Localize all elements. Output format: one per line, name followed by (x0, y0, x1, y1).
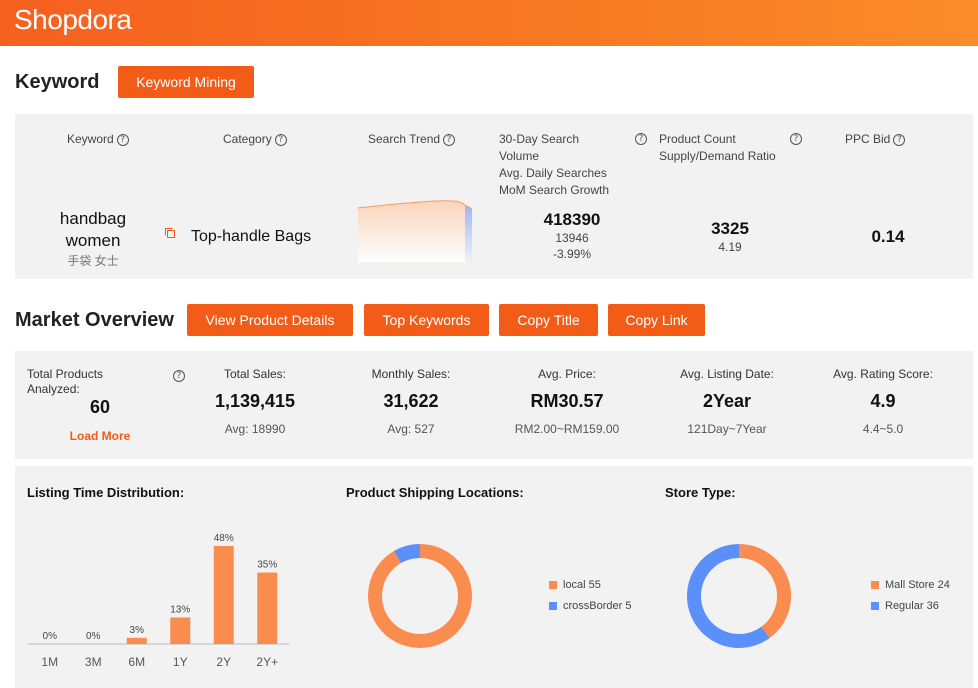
legend-item[interactable]: crossBorder 5 (549, 600, 631, 612)
stat-total-sales: Total Sales: 1,139,415 Avg: 18990 (214, 367, 296, 436)
bar-value-label: 3% (130, 625, 145, 636)
legend-item[interactable]: Mall Store 24 (871, 579, 950, 591)
legend-swatch (549, 602, 557, 610)
x-tick-label: 2Y (216, 655, 231, 669)
supply-demand-value: 4.19 (718, 240, 742, 254)
shipping-locations-chart-title: Product Shipping Locations: (346, 485, 524, 500)
listing-time-bar-chart: 0% 1M 0% 3M 3% 6M 13% 1Y 48% 2Y 35% 2Y+ (28, 533, 289, 669)
header-ppc-bid: PPC Bid? (845, 131, 906, 148)
header-keyword: Keyword? (67, 131, 129, 148)
charts-panel: Listing Time Distribution: Product Shipp… (15, 466, 973, 688)
load-more-link[interactable]: Load More (69, 429, 131, 443)
header-search-volume: 30-Day Search Volume Avg. Daily Searches… (499, 132, 610, 197)
copy-link-button[interactable]: Copy Link (608, 304, 705, 336)
legend-swatch (871, 581, 879, 589)
mom-growth-value: -3.99% (552, 247, 592, 261)
search-volume-value: 418390 (543, 210, 601, 229)
x-tick-label: 2Y+ (256, 655, 278, 669)
store-type-legend: Mall Store 24 Regular 36 (871, 579, 950, 621)
product-count-cell: 3325 4.19 (680, 219, 780, 255)
donut-slice-local[interactable] (368, 544, 472, 648)
product-count-value: 3325 (711, 219, 749, 238)
listing-time-chart-title: Listing Time Distribution: (27, 485, 185, 500)
legend-label: local 55 (563, 579, 601, 591)
market-overview-title: Market Overview (15, 309, 174, 331)
total-products-value: 60 (89, 397, 111, 417)
bar-value-label: 0% (43, 631, 58, 642)
bar[interactable] (257, 572, 278, 644)
shopdora-logo[interactable]: Shopdora (14, 4, 132, 35)
bar-value-label: 48% (214, 533, 234, 544)
legend-label: crossBorder 5 (563, 600, 632, 612)
header-search-trend: Search Trend? (368, 131, 456, 148)
help-icon[interactable]: ? (790, 133, 802, 145)
help-icon[interactable]: ? (173, 370, 185, 382)
view-product-details-button[interactable]: View Product Details (187, 304, 353, 336)
x-tick-label: 3M (85, 655, 102, 669)
legend-label: Mall Store 24 (885, 579, 950, 591)
stat-avg-listing-date: Avg. Listing Date: 2Year 121Day~7Year (680, 367, 774, 436)
keyword-mining-button[interactable]: Keyword Mining (118, 66, 254, 98)
category-value: Top-handle Bags (191, 228, 312, 245)
help-icon[interactable]: ? (893, 134, 906, 146)
search-volume-cell: 418390 13946 -3.99% (522, 210, 622, 262)
x-tick-label: 6M (128, 655, 145, 669)
x-tick-label: 1Y (173, 655, 188, 669)
bar[interactable] (170, 617, 191, 644)
legend-swatch (549, 581, 557, 589)
legend-label: Regular 36 (885, 600, 939, 612)
bar-value-label: 35% (257, 560, 277, 571)
keyword-cell: handbag women 手袋 女士 (43, 208, 143, 269)
legend-swatch (871, 602, 879, 610)
stat-monthly-sales: Monthly Sales: 31,622 Avg: 527 (371, 367, 451, 436)
shipping-locations-donut-chart (368, 544, 472, 648)
market-stats-panel: Total Products Analyzed: ? 60 Load More … (15, 351, 973, 459)
copy-title-button[interactable]: Copy Title (499, 304, 598, 336)
keyword-section-title: Keyword (15, 71, 100, 93)
store-type-donut-chart (687, 544, 791, 648)
stat-avg-rating: Avg. Rating Score: 4.9 4.4~5.0 (833, 367, 933, 436)
ppc-bid-value: 0.14 (871, 227, 905, 246)
shipping-locations-legend: local 55 crossBorder 5 (549, 579, 631, 621)
donut-slice-regular[interactable] (687, 544, 770, 648)
store-type-chart-title: Store Type: (665, 485, 736, 500)
legend-item[interactable]: local 55 (549, 579, 631, 591)
help-icon[interactable]: ? (274, 134, 287, 146)
donut-slice-crossborder[interactable] (394, 544, 421, 564)
avg-daily-searches-value: 13946 (555, 231, 589, 245)
donut-slice-mall-store[interactable] (738, 544, 791, 639)
keyword-text[interactable]: handbag (59, 209, 127, 228)
bar[interactable] (126, 637, 147, 644)
keyword-translation: 手袋 女士 (67, 254, 119, 268)
header-category: Category? (223, 131, 287, 148)
top-header-bar: Shopdora (0, 0, 978, 46)
x-tick-label: 1M (41, 655, 58, 669)
keyword-panel: Keyword? Category? Search Trend? 30-Day … (15, 114, 973, 279)
bar-value-label: 13% (170, 604, 190, 615)
keyword-text-line2[interactable]: women (65, 231, 121, 250)
total-products-label: Total Products Analyzed: (27, 367, 104, 396)
help-icon[interactable]: ? (116, 134, 129, 146)
ppc-bid-cell: 0.14 (838, 227, 938, 247)
stat-avg-price: Avg. Price: RM30.57 RM2.00~RM159.00 (514, 367, 620, 436)
copy-keyword-icon[interactable] (164, 226, 176, 244)
help-icon[interactable]: ? (635, 133, 647, 145)
header-product-count: Product Count Supply/Demand Ratio (659, 132, 776, 163)
bar-value-label: 0% (86, 631, 101, 642)
bar[interactable] (213, 546, 234, 644)
top-keywords-button[interactable]: Top Keywords (364, 304, 489, 336)
search-trend-sparkline (357, 200, 473, 262)
help-icon[interactable]: ? (443, 134, 456, 146)
legend-item[interactable]: Regular 36 (871, 600, 950, 612)
